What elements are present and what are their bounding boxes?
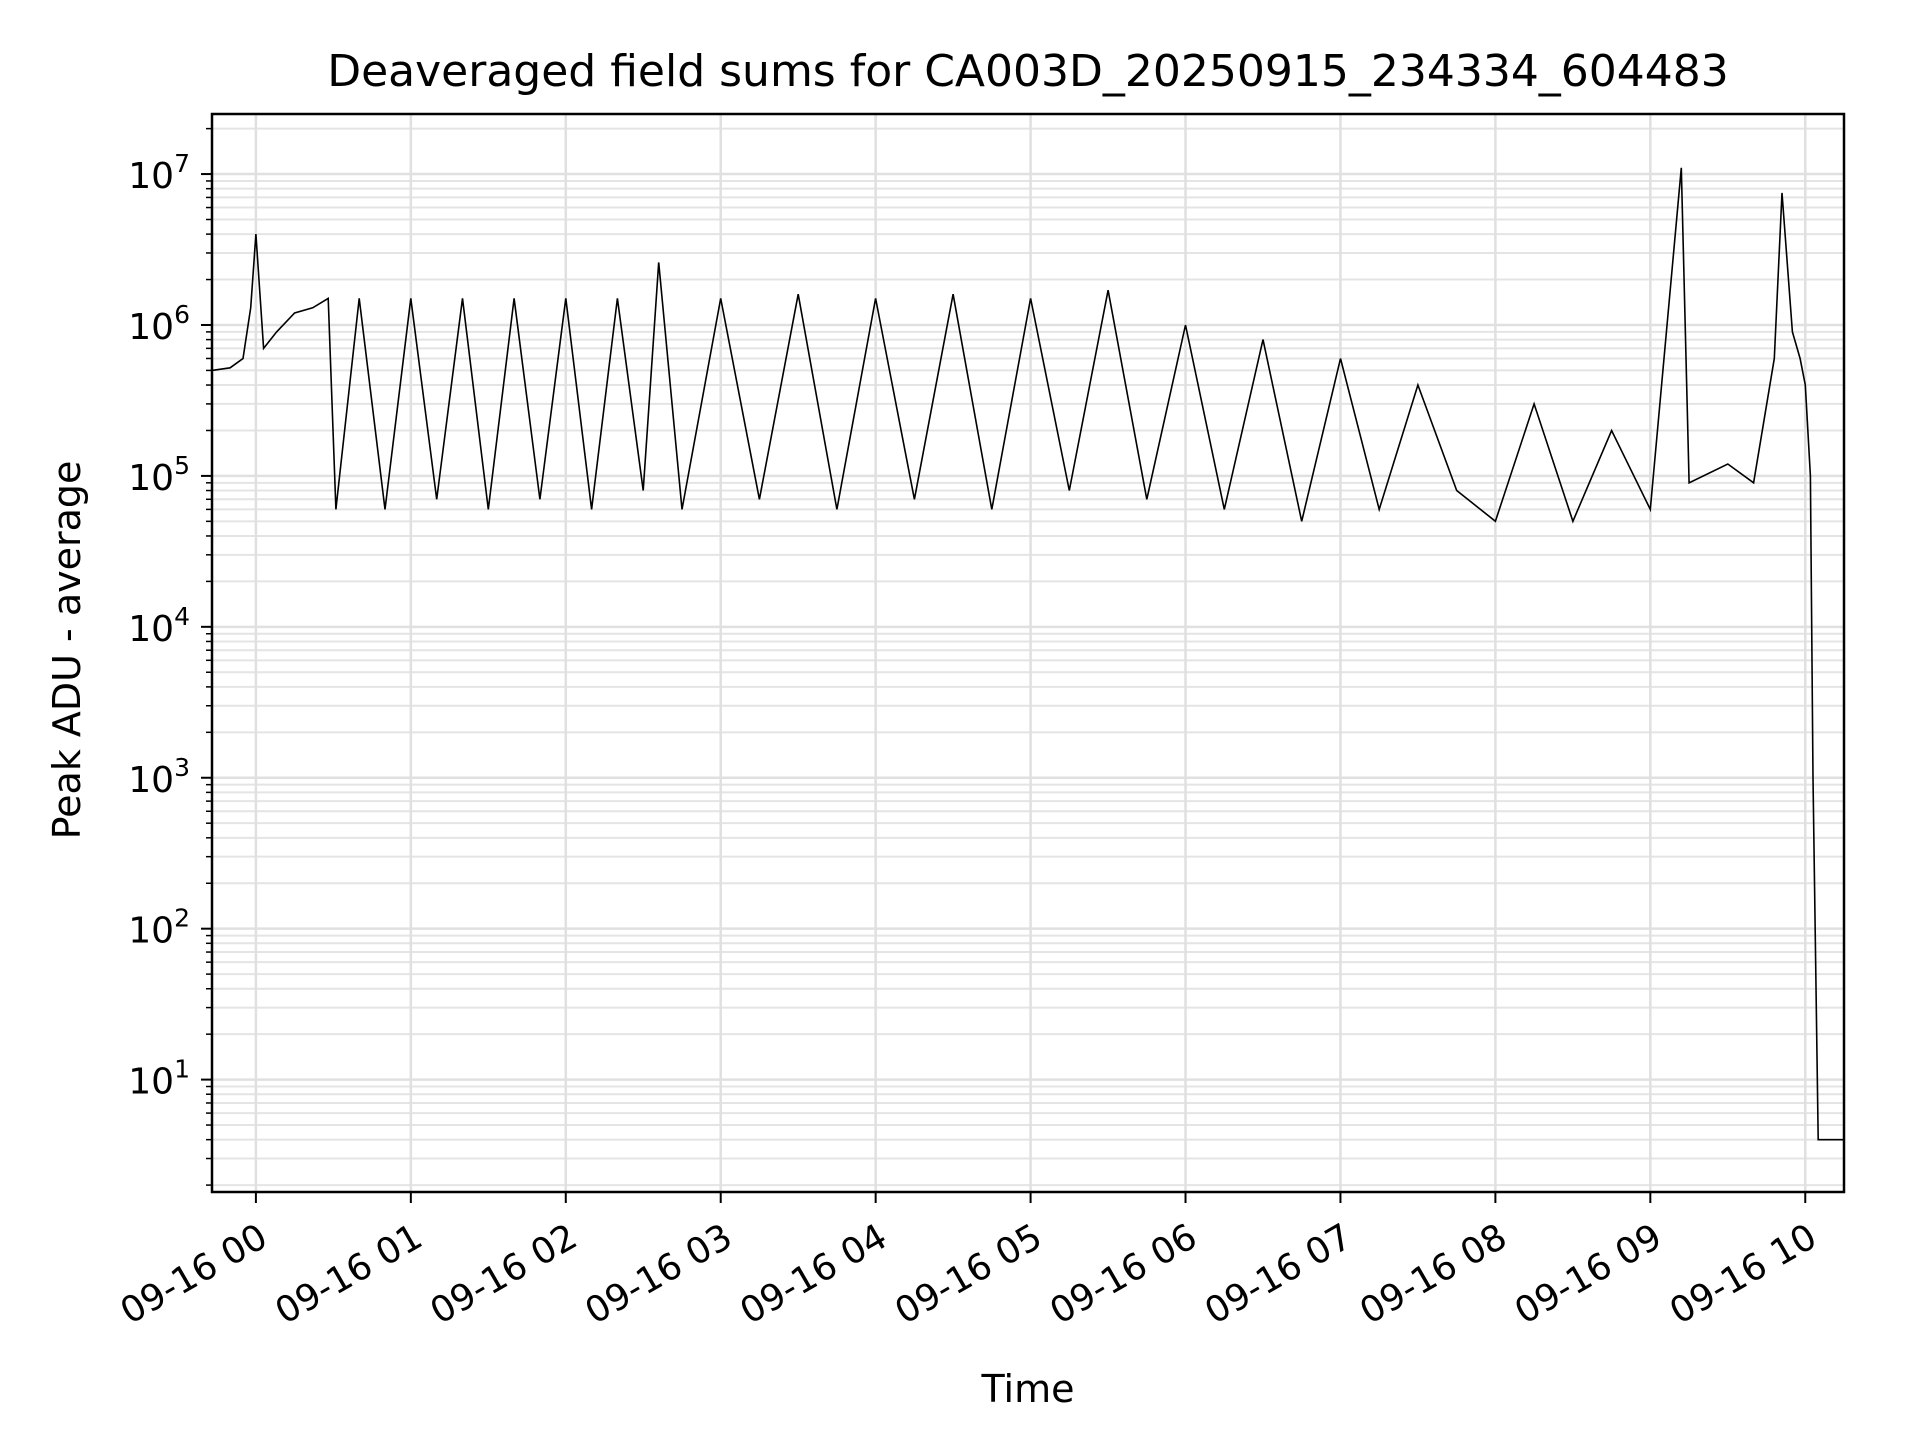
y-tick-label: 106 — [128, 300, 190, 348]
series-layer — [211, 167, 1844, 1141]
y-tick-label: 107 — [128, 149, 190, 197]
y-axis-label: Peak ADU - average — [45, 461, 89, 840]
plot-frame — [210, 112, 1846, 1194]
y-tick-label: 102 — [128, 904, 190, 952]
y-tick-label: 105 — [128, 451, 190, 499]
y-tick-label: 101 — [128, 1055, 190, 1103]
chart-title: Deaveraged field sums for CA003D_2025091… — [327, 46, 1729, 97]
y-ticks: 101 102 103 104 105 106 107 — [128, 127, 212, 1186]
grid — [212, 114, 1844, 1192]
series-line — [211, 167, 1844, 1141]
y-tick-label: 104 — [128, 602, 190, 650]
x-axis-label: Time — [981, 1367, 1075, 1411]
y-tick-label: 103 — [128, 753, 190, 801]
